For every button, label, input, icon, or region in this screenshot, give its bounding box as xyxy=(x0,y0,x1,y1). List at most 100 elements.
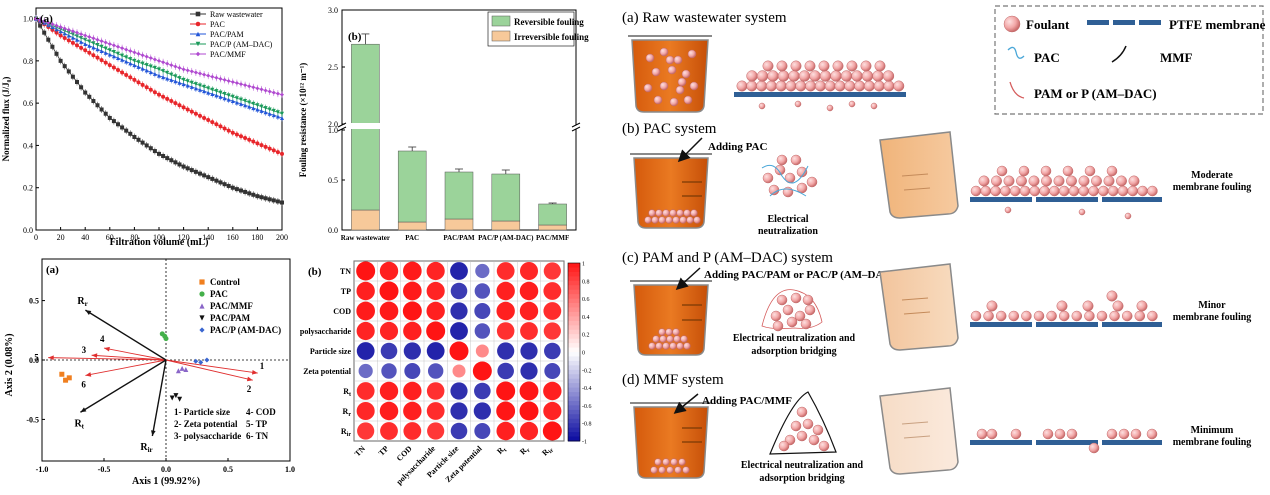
foulant-particle xyxy=(675,85,685,95)
flux-data-point xyxy=(79,85,84,90)
rda-vector-head xyxy=(91,353,98,358)
foulant-particle xyxy=(804,60,816,72)
foulant-particle xyxy=(1039,185,1050,197)
rda-vector xyxy=(165,359,258,374)
rda-vector xyxy=(85,309,167,361)
flux-data-point xyxy=(136,64,141,69)
foulant-particle xyxy=(683,95,693,105)
flux-data-point xyxy=(50,22,55,27)
correlation-row-label: Particle size xyxy=(310,347,352,356)
flux-legend-label: PAC xyxy=(210,20,225,29)
foulant-particle xyxy=(846,60,858,72)
rda-vector xyxy=(85,359,167,376)
foulant-particle xyxy=(776,60,788,72)
foulant-particle xyxy=(1109,310,1120,322)
foulant-particle xyxy=(1121,310,1133,322)
flux-data-point xyxy=(169,77,174,82)
foulant-particle xyxy=(658,216,666,224)
flux-data-point xyxy=(62,64,67,69)
flux-data-point xyxy=(263,196,268,201)
foulant-particle xyxy=(776,154,788,166)
irreversible-bar xyxy=(538,224,567,231)
flux-data-point xyxy=(181,67,186,72)
flux-legend-marker xyxy=(195,41,201,47)
foulant-particle xyxy=(645,53,655,63)
foulant-particle xyxy=(758,102,766,110)
foulant-particle xyxy=(1107,185,1119,197)
flux-x-tick: 20 xyxy=(57,233,65,242)
resistance-category-label: PAC xyxy=(405,234,419,242)
flux-data-point xyxy=(62,26,67,31)
flux-data-point xyxy=(128,131,133,136)
flux-data-point xyxy=(206,175,211,180)
flux-data-point xyxy=(42,19,47,24)
correlation-cell xyxy=(403,342,421,360)
flux-data-point xyxy=(222,91,227,96)
flux-data-point xyxy=(66,38,71,43)
flux-data-point xyxy=(103,46,108,51)
flux-data-point xyxy=(157,92,161,97)
correlation-cell xyxy=(381,363,397,379)
foulant-particle xyxy=(673,55,683,65)
flux-data-point xyxy=(280,92,284,97)
foulant-particle xyxy=(650,466,658,474)
rda-sample-point xyxy=(204,357,210,363)
foulant-particle xyxy=(655,209,663,217)
flux-data-point xyxy=(99,58,104,63)
foulant-particle xyxy=(736,80,748,92)
correlation-col-label: COD xyxy=(395,444,414,463)
flux-data-point xyxy=(144,63,149,68)
flux-data-point xyxy=(255,103,260,108)
flux-data-point xyxy=(66,27,71,32)
resistance-y-axis-label: Fouling resistance (×10¹² m⁻¹) xyxy=(298,63,308,178)
correlation-cell xyxy=(543,262,561,280)
foulant-particle xyxy=(659,335,667,343)
flux-x-tick: 80 xyxy=(130,233,138,242)
foulant-particle xyxy=(873,80,885,92)
beaker-pac-poured xyxy=(879,131,959,219)
rda-key-entry: 4- COD xyxy=(246,407,276,417)
flux-data-point xyxy=(267,89,272,94)
foulant-particle xyxy=(762,60,774,72)
foulant-particle xyxy=(970,310,982,322)
correlation-cell xyxy=(542,421,562,441)
resistance-y-tick: 3.0 xyxy=(328,6,338,15)
rda-sample-point xyxy=(179,365,185,371)
foulant-particle xyxy=(794,100,802,108)
foulant-particle xyxy=(844,80,856,92)
add-pam-text: Adding PAC/PAM or PAC/P (AM–DAC) xyxy=(704,269,895,281)
flux-y-tick: 0.2 xyxy=(23,184,33,193)
membrane-raw xyxy=(734,92,906,97)
foulant-particle xyxy=(976,428,988,440)
flux-data-point xyxy=(124,55,129,60)
flux-data-point xyxy=(128,75,133,80)
foulant-particle xyxy=(651,67,661,77)
rda-legend-marker xyxy=(199,303,205,309)
correlation-cell xyxy=(450,282,468,300)
correlation-cell xyxy=(356,301,375,321)
flux-data-point xyxy=(206,90,211,95)
flux-data-point xyxy=(107,52,112,57)
foulant-particle xyxy=(669,97,679,107)
correlation-cell xyxy=(496,262,515,280)
flux-data-point xyxy=(251,139,256,144)
rda-legend-label: PAC xyxy=(210,289,228,299)
flux-data-point xyxy=(99,39,104,44)
foulant-particle xyxy=(794,310,806,322)
rda-vector-head xyxy=(104,346,110,352)
rda-vector-number: 4 xyxy=(100,334,105,344)
rda-y-tick: 0.0 xyxy=(29,356,39,365)
correlation-cell xyxy=(475,344,489,358)
flux-data-point xyxy=(218,180,223,185)
rda-legend-label: PAC/P (AM-DAC) xyxy=(210,325,281,335)
resistance-y-tick: 2.0 xyxy=(328,120,338,129)
flux-data-point xyxy=(148,64,153,69)
flux-data-point xyxy=(91,45,96,50)
foulant-particle xyxy=(893,80,905,92)
flux-data-point xyxy=(206,118,211,123)
flux-data-point xyxy=(107,115,112,120)
foulant-particle xyxy=(1016,175,1027,187)
foulant-particle xyxy=(659,47,669,57)
foulant-particle xyxy=(654,458,662,466)
foulant-particle xyxy=(678,458,686,466)
